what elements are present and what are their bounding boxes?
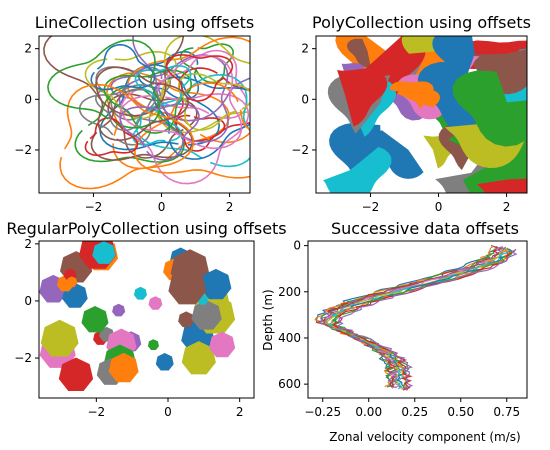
line-series (47, 39, 161, 129)
y-tick-label: 0 (24, 92, 32, 106)
regular-polygon (191, 300, 222, 330)
regular-polygon (168, 267, 207, 305)
panel-polycollection-frame (315, 35, 528, 194)
y-tick-label: 0 (24, 294, 32, 308)
regular-polygon (178, 311, 195, 328)
x-tick-label: 0.50 (447, 405, 474, 419)
line-series (152, 76, 250, 160)
line-series (99, 64, 221, 151)
panel-polycollection-ticks: −2 0 2 −2 0 2 (291, 42, 510, 214)
poly-shape (432, 36, 475, 86)
x-tick-label: −2 (87, 405, 105, 419)
line-series (90, 88, 194, 161)
x-tick-label: 0.00 (355, 405, 382, 419)
panel-successive-offsets-frame (307, 240, 528, 399)
y-tick-label: 2 (24, 237, 32, 251)
y-tick-label: 400 (278, 331, 301, 345)
panel-linecollection-frame (38, 35, 251, 194)
poly-shape (347, 38, 371, 68)
panel-successive-offsets-ylabel: Depth (m) (261, 289, 275, 350)
regular-polygon (66, 276, 78, 288)
line-series (119, 103, 200, 161)
regular-polygon (155, 353, 174, 371)
y-tick-label: 600 (278, 377, 301, 391)
regular-polygon (112, 303, 126, 317)
x-tick-label: 2 (236, 405, 244, 419)
panel-successive-offsets-xlabel: Zonal velocity component (m/s) (329, 430, 520, 444)
line-series (165, 54, 234, 102)
velocity-profile-series (316, 245, 499, 387)
panel-polycollection: PolyCollection using offsets −2 0 2 −2 0 2 (291, 13, 531, 214)
panel-regularpolycollection-marks (39, 241, 236, 391)
line-series (78, 84, 160, 146)
panel-linecollection: LineCollection using offsets −2 0 2 −2 0 2 (14, 13, 254, 214)
line-series (95, 88, 156, 132)
x-tick-label: 0 (435, 200, 443, 214)
x-tick-label: −2 (85, 200, 103, 214)
regular-polygon (200, 268, 232, 300)
velocity-profile-series (336, 248, 518, 391)
poly-shape (396, 89, 440, 108)
y-tick-label: −2 (14, 143, 32, 157)
regular-polygon (58, 357, 94, 391)
y-tick-label: 0 (293, 239, 301, 253)
x-tick-label: 0 (164, 405, 172, 419)
regular-polygon (181, 341, 216, 375)
regular-polygon (147, 339, 159, 350)
line-series (90, 43, 156, 91)
regular-polygon (81, 306, 109, 333)
y-tick-label: −2 (14, 351, 32, 365)
line-series (95, 66, 189, 142)
y-tick-label: 200 (278, 285, 301, 299)
line-series (132, 109, 182, 146)
panel-regularpolycollection-ticks: −2 0 2 −2 0 2 (14, 237, 243, 419)
velocity-profile-series (331, 247, 513, 390)
line-series (126, 36, 250, 144)
line-series (156, 36, 250, 134)
poly-shape (462, 49, 527, 95)
x-tick-label: 2 (226, 200, 234, 214)
poly-shape (452, 70, 527, 147)
regular-polygon (92, 241, 116, 264)
panel-regularpolycollection-title: RegularPolyCollection using offsets (6, 219, 286, 238)
x-tick-label: 0.25 (401, 405, 428, 419)
line-series (43, 36, 185, 117)
x-tick-label: 0 (158, 200, 166, 214)
y-tick-label: −2 (291, 143, 309, 157)
regular-polygon (133, 286, 147, 300)
panel-polycollection-marks (323, 36, 527, 193)
poly-shape (323, 147, 392, 193)
poly-shape (372, 130, 424, 179)
panel-linecollection-ticks: −2 0 2 −2 0 2 (14, 42, 233, 214)
panel-successive-offsets-title: Successive data offsets (331, 219, 519, 238)
x-tick-label: 2 (503, 200, 511, 214)
velocity-profile-series (331, 248, 513, 391)
line-series (134, 65, 192, 107)
line-series (59, 83, 195, 190)
panel-successive-offsets: Successive data offsets −0.25 0.00 0.25 0.5… (261, 219, 528, 444)
regular-polygon (209, 331, 236, 358)
regular-polygon (148, 296, 163, 310)
regular-polygon (40, 319, 79, 357)
y-tick-label: 0 (301, 92, 309, 106)
poly-shape (476, 178, 527, 193)
velocity-profile-series (330, 248, 513, 391)
panel-linecollection-marks (43, 36, 250, 190)
panel-linecollection-title: LineCollection using offsets (35, 13, 254, 32)
x-tick-label: 0.75 (493, 405, 520, 419)
panel-polycollection-title: PolyCollection using offsets (312, 13, 531, 32)
panel-regularpolycollection-frame (38, 240, 255, 399)
panel-regularpolycollection: RegularPolyCollection using offsets −2 0 2… (6, 219, 286, 419)
line-series (132, 36, 250, 122)
regular-polygon (108, 352, 139, 383)
x-tick-label: −2 (362, 200, 380, 214)
y-tick-label: 2 (301, 42, 309, 56)
poly-shape (337, 68, 388, 127)
panel-successive-offsets-marks (314, 245, 518, 391)
y-tick-label: 2 (24, 42, 32, 56)
panel-successive-offsets-ticks: −0.25 0.00 0.25 0.50 0.75 0 200 400 600 (278, 239, 520, 419)
x-tick-label: −0.25 (304, 405, 341, 419)
